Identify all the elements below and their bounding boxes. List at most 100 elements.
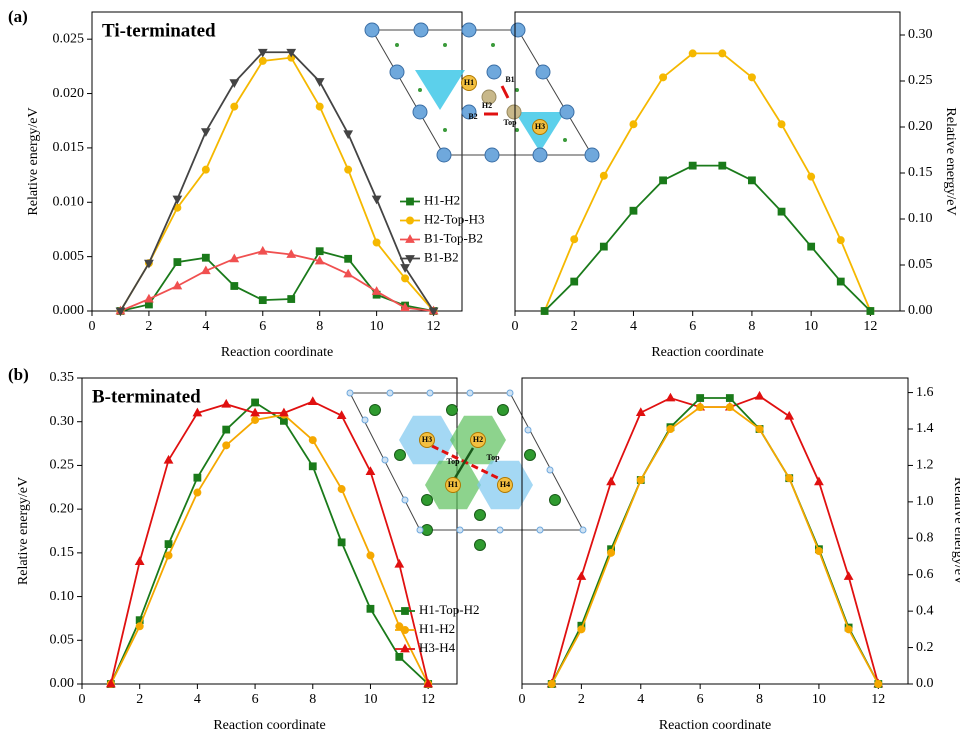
marker [784,410,795,420]
series-line [119,56,435,312]
inset-label: Top [446,457,460,466]
x-tick-label: 12 [427,319,441,334]
marker [696,394,705,402]
marker [807,242,816,251]
atom [413,22,429,38]
y-axis-label: Relative energy/eV [951,477,960,585]
marker [222,425,231,434]
marker [755,424,764,433]
marker [314,78,325,87]
marker [144,259,154,269]
marker [307,396,318,406]
legend-marker [406,197,414,206]
x-tick-label: 8 [309,692,316,707]
y-tick-label: 0.005 [53,249,85,264]
site-marker [470,432,486,448]
marker [576,571,587,580]
atom-small [506,389,514,397]
atom [412,104,428,120]
series-line [119,51,435,312]
marker [115,307,126,317]
panel: 0 2 4 6 8 10 12 0.0 0.2 0.4 0.6 0.8 1.0 1.2 1.4 1.6 Reac… [519,377,960,733]
atom-small [381,456,389,464]
x-tick-label: 2 [145,319,152,334]
atom [510,22,526,38]
panel-label: (a) [8,7,28,26]
marker [258,296,267,305]
atom-small [361,416,369,424]
site-marker [461,75,477,91]
inset-label: B2 [468,112,477,121]
x-tick-label: 0 [79,692,86,707]
site-marker [497,477,513,493]
marker [230,102,239,111]
marker [279,407,289,417]
marker [599,242,608,251]
atom-small [524,426,532,434]
marker [105,678,116,688]
marker [193,473,202,482]
x-tick-label: 4 [202,319,209,334]
y-tick-label: 0.20 [50,501,75,516]
marker [844,625,853,634]
atom-small [491,43,495,47]
y-tick-label: 1.6 [916,385,934,400]
marker [336,410,347,419]
atom [436,147,452,163]
marker [250,407,260,417]
y-tick-label: 0.010 [53,194,85,209]
atom [524,449,536,461]
inset-label: Top [503,118,517,127]
marker [371,286,382,295]
marker [257,245,268,255]
marker [164,551,173,560]
x-tick-label: 8 [748,319,755,334]
x-tick-label: 10 [812,692,826,707]
marker [314,255,325,265]
y-tick-label: 0.000 [53,303,85,318]
y-tick-label: 0.10 [50,589,75,604]
marker [659,176,667,185]
marker [366,551,375,560]
panel: 0 2 4 6 8 10 12 0.00 0.05 0.10 0.15 0.20 0.25 0.30 Rea… [512,11,958,360]
marker [344,165,353,174]
inset-label: H1 [464,78,474,87]
y-tick-label: 0.00 [50,676,75,691]
x-tick-label: 8 [316,319,323,334]
marker [144,293,154,303]
marker [230,282,239,290]
marker [164,540,173,549]
x-tick-label: 10 [370,319,384,334]
atom-small [466,389,474,397]
inset-label: Top [486,453,500,462]
marker [629,206,638,215]
legend-marker [400,626,409,635]
site-triangle [415,70,465,110]
marker [286,48,297,58]
marker [343,130,354,140]
marker [599,171,608,180]
series-line [110,401,429,685]
marker [366,604,375,613]
y-tick-label: 0.05 [50,633,75,648]
inset-label: H1 [448,480,458,489]
atom-small [426,389,434,397]
inset-label: H4 [500,480,510,489]
atom [559,104,575,120]
atom [549,494,561,506]
atom-small [546,466,554,474]
atom-small [515,88,519,92]
y-tick-label: 0.05 [908,257,933,272]
marker [251,398,259,407]
marker [748,176,756,185]
marker [344,254,353,263]
series-line [110,413,429,685]
marker [343,268,354,278]
series-line [550,397,880,685]
marker [843,571,854,580]
y-axis-label: Relative energy/eV [16,477,31,585]
plot-frame [521,377,909,685]
legend-label: H2-Top-H3 [424,211,484,226]
legend-label: H1-H2 [419,621,455,636]
marker [540,307,549,315]
